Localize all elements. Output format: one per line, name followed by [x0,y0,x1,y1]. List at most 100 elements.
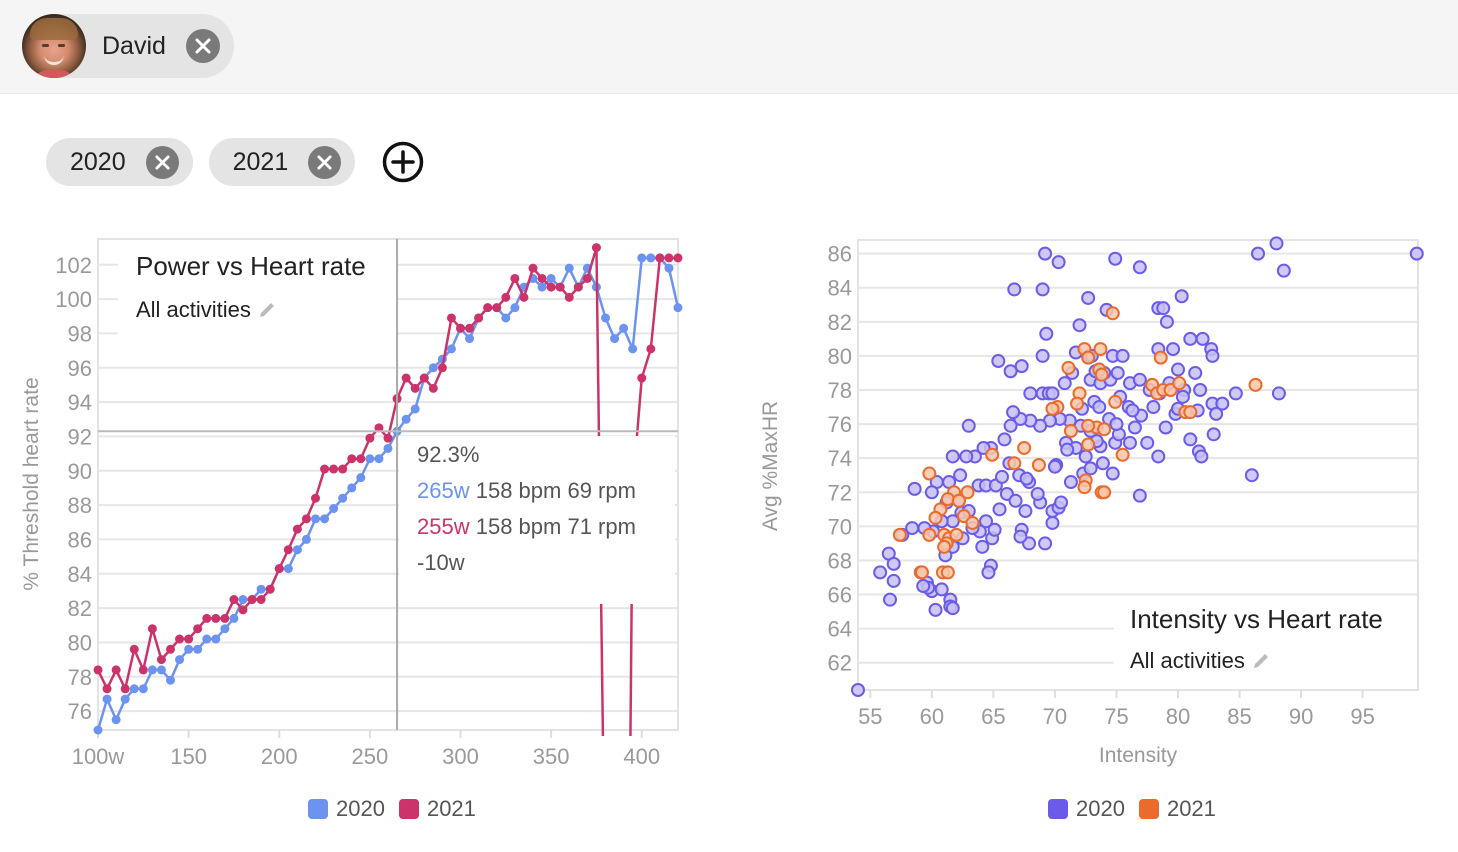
data-point [637,253,647,263]
chart-title: Power vs Heart rate [136,251,366,281]
data-point [1156,301,1171,316]
data-point [1045,504,1060,519]
data-point [928,602,943,617]
data-point [428,383,438,393]
add-year-button[interactable] [381,140,425,184]
tooltip-cadence: 69 rpm [567,478,636,503]
y-tick-label: 78 [828,378,852,403]
crosshair [98,239,678,730]
data-point [1051,255,1066,270]
year-chip-2021[interactable]: 2021 [208,138,356,186]
data-point [951,493,966,508]
chart-filter[interactable]: All activities [1130,648,1271,674]
data-point [913,565,928,580]
data-point [1023,413,1038,428]
data-point [591,243,601,253]
close-icon [195,38,211,54]
data-point [1097,422,1112,437]
remove-year-2020-button[interactable] [145,145,179,179]
data-point [983,440,998,455]
data-point [1094,367,1109,382]
data-point [1093,342,1108,357]
data-point [1194,449,1209,464]
legend-item-2020[interactable]: 2020 [308,796,385,822]
data-point [1251,246,1265,261]
data-point [492,303,502,313]
data-point [1172,376,1187,391]
data-point [1077,480,1092,495]
data-point [1035,282,1050,297]
data-point [1271,386,1286,401]
data-point [1083,423,1098,438]
remove-year-2021-button[interactable] [308,145,342,179]
data-point [881,546,896,561]
y-tick-label: 70 [828,514,852,539]
data-point [935,565,950,580]
data-point [987,522,1002,537]
data-point [915,565,929,580]
data-point [519,292,529,302]
data-point [465,334,475,344]
data-point [1132,260,1147,275]
user-chip[interactable]: David [22,14,234,78]
data-point [383,433,393,443]
data-point [265,584,275,594]
data-point [1007,282,1022,297]
data-point [546,282,556,292]
close-icon [155,154,170,170]
data-point [945,514,960,529]
data-point [274,564,284,574]
data-point [129,684,139,694]
remove-user-button[interactable] [186,29,220,63]
x-tick-label: 65 [981,704,1005,729]
legend-item-2020[interactable]: 2020 [1048,796,1125,822]
data-point [1018,504,1033,519]
year-chip-2020[interactable]: 2020 [46,138,193,186]
data-point [1094,485,1109,500]
data-point [1188,365,1203,380]
legend-item-2021[interactable]: 2021 [398,796,476,822]
data-point [347,454,357,464]
data-point [610,334,620,344]
data-point [971,478,986,493]
x-tick-label: 95 [1350,704,1374,729]
axes: 76 78 80 82 84 86 88 90 92 94 96 98 100 102 100w 150 200… [55,253,660,769]
power-chart-title-box: Power vs Heart rate All activities [118,243,396,335]
data-point [1125,403,1140,418]
x-tick-label: 350 [533,744,570,769]
data-point [229,613,239,623]
data-point [1014,522,1029,537]
chart-filter[interactable]: All activities [136,297,277,323]
data-point [175,655,185,665]
x-tick-label: 70 [1043,704,1067,729]
data-point [1013,411,1028,426]
data-point [1409,246,1424,261]
data-point [1022,536,1037,551]
data-point [1070,396,1085,411]
hover-tooltip: 92.3% 265w 158 bpm 69 rpm 255w 158 bpm 7… [399,436,675,604]
data-point [1045,386,1060,401]
series-line-2021 [96,246,678,736]
pencil-icon[interactable] [257,300,277,320]
data-point [256,595,266,605]
data-point [311,514,320,524]
legend-item-2021[interactable]: 2021 [1138,796,1216,822]
data-point [1059,435,1073,450]
pencil-icon[interactable] [1251,651,1271,671]
data-point [1081,418,1096,433]
data-point [1175,389,1190,404]
data-point [1097,485,1112,500]
legend-label: 2021 [426,796,476,821]
data-point [1022,475,1037,490]
year-chip-label: 2020 [70,147,126,176]
data-point [1031,458,1046,472]
data-point [338,493,348,503]
data-point [1153,350,1168,365]
data-point [646,344,656,354]
data-point [1041,386,1056,401]
tooltip-diff: -10w [417,550,465,575]
data-point [120,694,130,704]
data-point [942,531,957,546]
data-point [1087,394,1102,409]
data-point [1105,306,1120,321]
